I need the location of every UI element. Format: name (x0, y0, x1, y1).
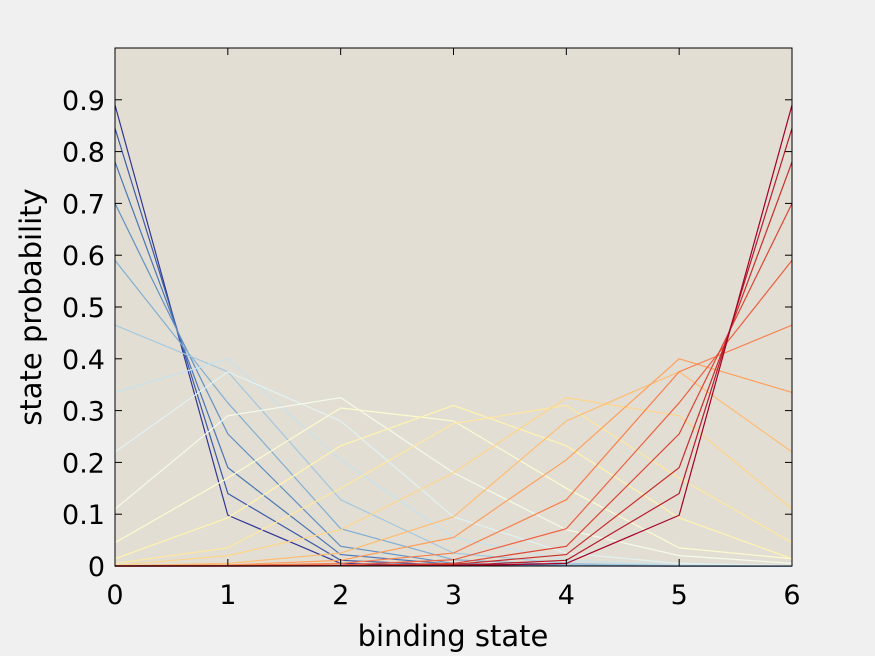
plot-area (115, 48, 792, 566)
series-line-12 (114, 404, 793, 565)
x-axis-label: binding state (358, 619, 549, 653)
x-tick-label-0: 0 (106, 580, 123, 611)
series-layer (114, 104, 793, 567)
ticks-layer: 0 1 2 3 4 5 6 0 0.1 0.2 0.3 0.4 0.5 0.6 0.7 0.8 0.9 (62, 48, 801, 611)
y-tick-label-0: 0 (88, 552, 105, 583)
plot-frame (114, 47, 793, 567)
y-tick-label-0.6: 0.6 (62, 241, 105, 272)
y-tick-label-0.9: 0.9 (62, 86, 105, 117)
y-tick-label-0.3: 0.3 (62, 397, 105, 428)
y-tick-label-0.5: 0.5 (62, 293, 105, 324)
x-tick-label-2: 2 (332, 580, 349, 611)
y-tick-label-0.2: 0.2 (62, 448, 105, 479)
series-line-11 (114, 404, 793, 560)
x-tick-label-4: 4 (558, 580, 575, 611)
y-tick-label-0.7: 0.7 (62, 189, 105, 220)
y-tick-label-0.8: 0.8 (62, 138, 105, 169)
x-tick-label-5: 5 (671, 580, 688, 611)
series-line-13 (114, 397, 793, 567)
x-tick-label-1: 1 (219, 580, 236, 611)
y-tick-label-0.1: 0.1 (62, 500, 105, 531)
series-line-10 (114, 407, 793, 560)
y-axis-label: state probability (14, 188, 48, 425)
x-tick-label-3: 3 (445, 580, 462, 611)
y-tick-label-0.4: 0.4 (62, 345, 105, 376)
x-tick-label-6: 6 (783, 580, 800, 611)
